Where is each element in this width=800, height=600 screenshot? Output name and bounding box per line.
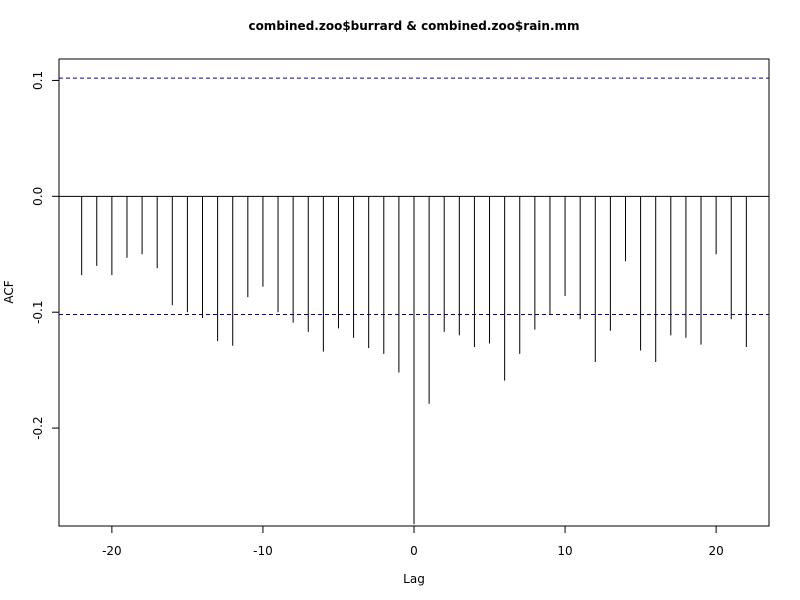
plot-area <box>59 77 769 525</box>
y-axis-label: ACF <box>2 280 16 303</box>
y-tick-label: 0.0 <box>31 187 45 206</box>
chart-title: combined.zoo$burrard & combined.zoo$rain… <box>248 19 579 33</box>
y-tick-label: 0.1 <box>31 71 45 90</box>
x-tick-label: -10 <box>253 544 273 558</box>
x-tick-label: 10 <box>557 544 572 558</box>
x-tick-label: 0 <box>410 544 418 558</box>
y-tick-label: -0.1 <box>31 300 45 323</box>
y-axis: -0.2 -0.1 0.0 0.1 <box>31 71 59 440</box>
x-tick-label: 20 <box>708 544 723 558</box>
x-axis: -20 -10 0 10 20 <box>102 526 724 558</box>
x-axis-label: Lag <box>403 572 425 586</box>
y-tick-label: -0.2 <box>31 416 45 439</box>
x-tick-label: -20 <box>102 544 122 558</box>
